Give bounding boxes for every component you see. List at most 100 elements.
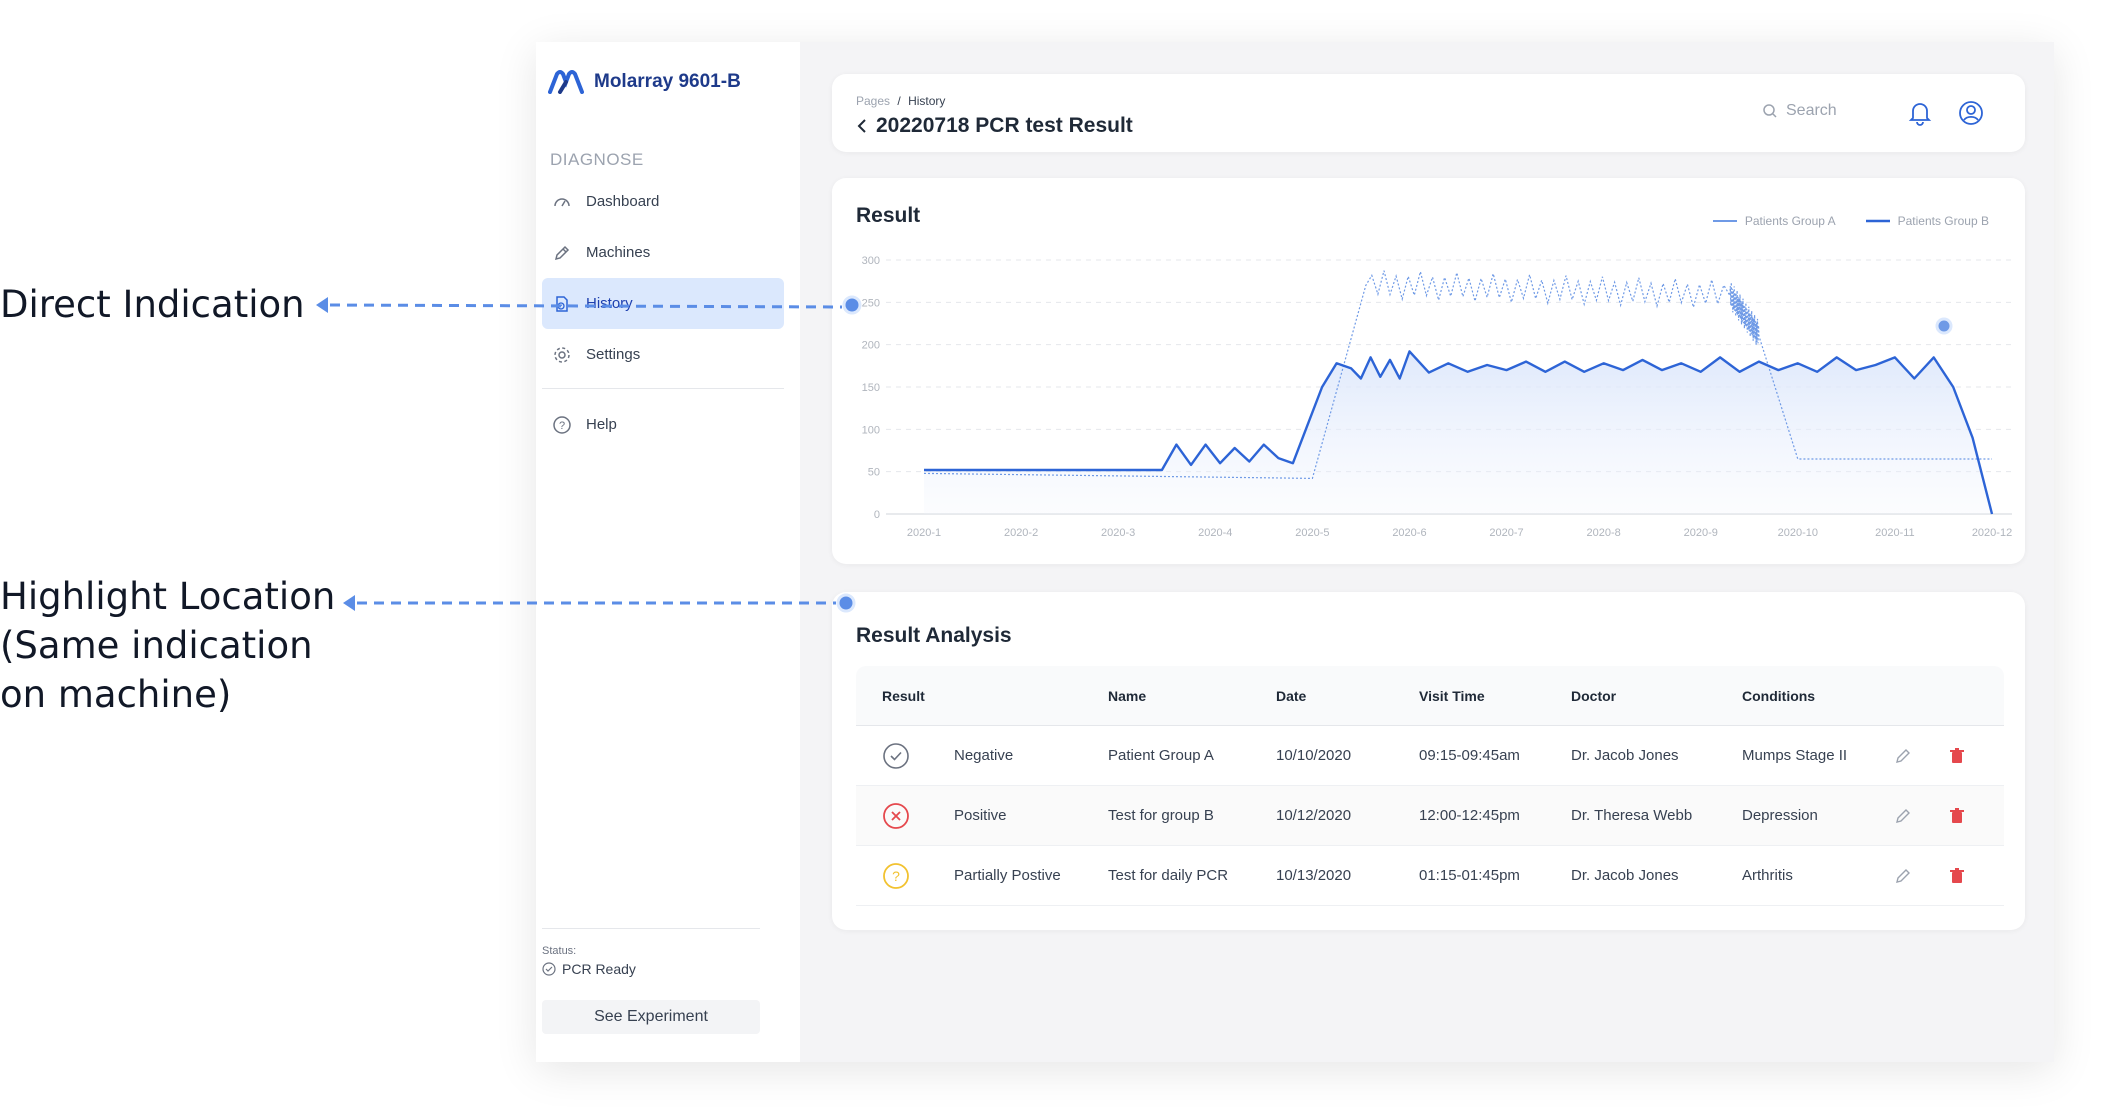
- status-block: Status: PCR Ready: [542, 928, 760, 977]
- table-row[interactable]: ? Partially Postive Test for daily PCR 1…: [856, 846, 2004, 906]
- cell-condition: Arthritis: [1742, 867, 1793, 884]
- history-file-icon: [556, 295, 568, 312]
- analysis-title: Result Analysis: [856, 624, 1012, 647]
- sidebar-item-help[interactable]: ? Help: [542, 399, 784, 450]
- brand-name: Molarray 9601-B: [594, 71, 741, 92]
- chart-title: Result: [856, 204, 921, 227]
- cell-doctor: Dr. Theresa Webb: [1571, 807, 1693, 824]
- page-title: 20220718 PCR test Result: [856, 114, 1133, 138]
- section-title-diagnose: DIAGNOSE: [550, 150, 644, 169]
- trash-icon[interactable]: [1950, 807, 1964, 824]
- x-tick-label: 2020-5: [1295, 527, 1329, 539]
- col-header-result[interactable]: Result: [882, 687, 925, 704]
- x-tick-label: 2020-2: [1004, 527, 1038, 539]
- y-tick-label: 300: [862, 255, 880, 267]
- main-content: Pages / History 20220718 PCR test Result…: [800, 42, 2054, 1062]
- sidebar-item-label: History: [586, 295, 633, 312]
- gear-icon: [554, 346, 570, 363]
- trash-icon[interactable]: [1950, 747, 1964, 764]
- chart-legend: Patients Group A Patients Group B: [1712, 214, 1989, 228]
- search-icon: [1763, 104, 1777, 118]
- cell-time: 09:15-09:45am: [1419, 747, 1520, 764]
- legend-label-b: Patients Group B: [1897, 214, 1989, 228]
- arrowhead-direct: [316, 297, 328, 313]
- x-tick-label: 2020-6: [1392, 527, 1426, 539]
- series-b-area: [924, 351, 1992, 514]
- sidebar-item-dashboard[interactable]: Dashboard: [542, 176, 784, 227]
- sidebar-item-label: Machines: [586, 244, 651, 261]
- y-tick-label: 250: [862, 297, 880, 309]
- status-label: Status:: [542, 945, 577, 957]
- sidebar-item-label: Help: [586, 416, 617, 433]
- x-tick-label: 2020-1: [907, 527, 941, 539]
- brand[interactable]: Molarray 9601-B: [548, 70, 741, 94]
- y-tick-label: 50: [868, 467, 880, 479]
- col-header-name[interactable]: Name: [1108, 687, 1147, 704]
- check-circle-icon: [883, 742, 909, 769]
- cell-result: Negative: [954, 747, 1014, 764]
- edit-pencil-icon[interactable]: [1894, 867, 1912, 885]
- search-placeholder: Search: [1786, 102, 1837, 119]
- svg-text:?: ?: [559, 420, 565, 432]
- cell-doctor: Dr. Jacob Jones: [1571, 867, 1679, 884]
- status-text: PCR Ready: [562, 961, 636, 977]
- question-circle-icon: ?: [883, 862, 909, 889]
- trash-icon[interactable]: [1950, 867, 1964, 884]
- cell-name: Patient Group A: [1108, 747, 1214, 764]
- check-circle-icon: [542, 962, 556, 976]
- see-experiment-button[interactable]: See Experiment: [542, 1000, 760, 1034]
- cell-date: 10/12/2020: [1276, 807, 1352, 824]
- highlight-marker-icon[interactable]: [1934, 316, 1954, 336]
- table-row[interactable]: Positive Test for group B 10/12/2020 12:…: [856, 786, 2004, 846]
- sidebar-nav: Dashboard Machines History Settings ?: [542, 176, 784, 450]
- cell-doctor: Dr. Jacob Jones: [1571, 747, 1679, 764]
- legend-label-a: Patients Group A: [1744, 214, 1836, 228]
- cell-result: Positive: [954, 807, 1007, 824]
- breadcrumb: Pages / History: [856, 94, 945, 108]
- cell-time: 12:00-12:45pm: [1419, 807, 1520, 824]
- col-header-doctor[interactable]: Doctor: [1571, 687, 1617, 704]
- y-tick-label: 150: [862, 382, 880, 394]
- x-tick-label: 2020-4: [1198, 527, 1232, 539]
- table-row[interactable]: Negative Patient Group A 10/10/2020 09:1…: [856, 726, 2004, 786]
- breadcrumb-current: History: [908, 94, 946, 108]
- breadcrumb-root[interactable]: Pages: [856, 94, 891, 108]
- search-box[interactable]: Search: [1762, 102, 1837, 120]
- sidebar-item-settings[interactable]: Settings: [542, 329, 784, 380]
- x-tick-label: 2020-7: [1489, 527, 1523, 539]
- sidebar-item-label: Settings: [586, 346, 641, 363]
- analysis-table: Result Name Date Visit Time Doctor Condi…: [856, 666, 2004, 906]
- edit-pencil-icon[interactable]: [1894, 747, 1912, 765]
- gauge-icon: [554, 197, 570, 206]
- sidebar-item-machines[interactable]: Machines: [542, 227, 784, 278]
- y-tick-label: 0: [874, 509, 880, 521]
- result-chart-card: Result Patients Group A Patients Group B…: [832, 178, 2025, 564]
- result-analysis-card: Result Analysis Result Name Date Visit T…: [832, 592, 2025, 930]
- bell-icon[interactable]: [1908, 100, 1932, 126]
- col-header-visit-time[interactable]: Visit Time: [1419, 687, 1485, 704]
- edit-pencil-icon[interactable]: [1894, 807, 1912, 825]
- sidebar-item-label: Dashboard: [586, 193, 660, 210]
- cell-condition: Depression: [1742, 807, 1818, 824]
- col-header-date[interactable]: Date: [1276, 687, 1307, 704]
- user-account-icon[interactable]: [1958, 100, 1984, 126]
- cell-date: 10/13/2020: [1276, 867, 1352, 884]
- cell-name: Test for daily PCR: [1108, 867, 1229, 884]
- annotation-direct-indication: Direct Indication: [0, 283, 305, 326]
- cell-condition: Mumps Stage II: [1742, 747, 1848, 764]
- pencil-tool-icon: [554, 245, 570, 260]
- cell-time: 01:15-01:45pm: [1419, 867, 1520, 884]
- legend-item-group-a[interactable]: Patients Group A: [1712, 214, 1836, 228]
- result-line-chart: 0 50 100 150 200 250 300 2020-1 2020-2 2020-3 2020…: [862, 255, 2013, 539]
- sidebar-item-history[interactable]: History: [542, 278, 784, 329]
- app-window: Molarray 9601-B DIAGNOSE Dashboard Machi…: [536, 42, 2054, 1062]
- annotation-highlight-line-2: (Same indication: [0, 624, 313, 667]
- legend-item-group-b[interactable]: Patients Group B: [1865, 214, 1989, 228]
- x-tick-label: 2020-12: [1972, 527, 2012, 539]
- x-tick-label: 2020-8: [1587, 527, 1621, 539]
- breadcrumb-separator: /: [897, 94, 901, 108]
- svg-text:?: ?: [892, 868, 900, 884]
- back-chevron-icon[interactable]: [856, 118, 868, 134]
- col-header-conditions[interactable]: Conditions: [1742, 687, 1816, 704]
- table-header: Result Name Date Visit Time Doctor Condi…: [856, 666, 2004, 726]
